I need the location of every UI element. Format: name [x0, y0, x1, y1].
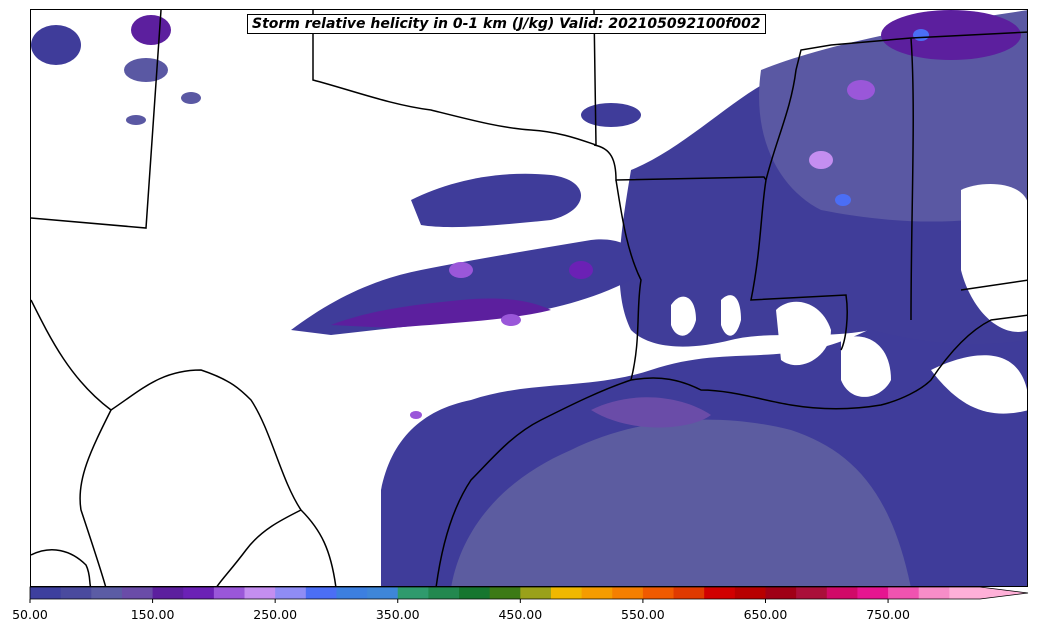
cell-5 [847, 80, 875, 100]
texas-band [291, 239, 639, 335]
map-title: Storm relative helicity in 0-1 km (J/kg)… [247, 14, 766, 34]
colorbar-segment [857, 587, 889, 599]
colorbar-segment [305, 587, 337, 599]
texas-panhandle-border [31, 10, 162, 229]
cell-3 [569, 261, 593, 279]
colorbar-segment [367, 587, 399, 599]
colorbar-segment [60, 587, 92, 599]
gap-8 [551, 336, 582, 383]
colorbar-segment [30, 587, 62, 599]
colorbar-segment [213, 587, 246, 599]
cell-8 [410, 411, 422, 419]
louisiana-west-border [615, 179, 642, 381]
colorbar-segment [520, 587, 552, 599]
gulf-inner-field [451, 419, 911, 586]
colorbar-segment [91, 587, 123, 599]
colorbar-segment [428, 587, 460, 599]
colorbar-tick-label: 450.00 [498, 607, 543, 622]
mississippi-river-border [765, 31, 1027, 181]
mexico-state-border [79, 409, 112, 586]
cell-7 [835, 194, 851, 206]
colorbar-segment [734, 587, 766, 599]
colorbar-segment [550, 587, 583, 599]
mexico-coast-lower [31, 549, 92, 586]
red-river-border [312, 10, 597, 147]
map-panel [30, 9, 1028, 587]
colorbar-segment [826, 587, 858, 599]
colorbar-segment [152, 587, 184, 599]
colorbar-segment [673, 587, 705, 599]
colorbar-segment [121, 587, 154, 599]
colorbar-tick-label: 550.00 [621, 607, 665, 622]
rio-grande-border [31, 299, 337, 586]
gap-1 [671, 296, 696, 336]
ms-al-border [910, 37, 914, 321]
colorbar-segment [459, 587, 491, 599]
colorbar-segment [888, 587, 920, 599]
colorbar-tick-label: 50.00 [12, 607, 48, 622]
colorbar-tick-label: 250.00 [253, 607, 298, 622]
cell-2 [501, 314, 521, 326]
colorbar-segment [796, 587, 828, 599]
gap-4 [841, 336, 891, 397]
top-left-patch-1 [31, 25, 81, 65]
colorbar-segment [275, 587, 307, 599]
colorbar-outline [29, 586, 1029, 600]
colorbar-segment [397, 587, 429, 599]
colorbar-extend-arrow [980, 587, 1028, 599]
top-left-patch-2 [131, 15, 171, 45]
colorbar-segment [489, 587, 521, 599]
colorbar-segment [612, 587, 644, 599]
colorbar-segment [244, 587, 276, 599]
colorbar-segment [949, 587, 981, 599]
gulf-core [591, 397, 711, 428]
colorbar-tick-label: 350.00 [375, 607, 420, 622]
mexico-state-border-2 [216, 509, 302, 586]
al-fl-border [960, 279, 1027, 291]
colorbar-segment [336, 587, 368, 599]
colorbar-tick-label: 650.00 [743, 607, 788, 622]
cell-1 [449, 262, 473, 278]
north-patch [411, 173, 581, 228]
helicity-fill-layer [31, 10, 1027, 586]
gap-2 [721, 295, 741, 336]
cell-6 [913, 29, 929, 41]
map-borders [31, 10, 1027, 586]
top-left-patch-5 [126, 115, 146, 125]
colorbar-segment [183, 587, 215, 599]
colorbar-segment [704, 587, 736, 599]
colorbar-segment [918, 587, 950, 599]
colorbar-segment [581, 587, 613, 599]
texas-coastline [435, 379, 632, 586]
gap-3 [776, 301, 831, 366]
colorbar-segment [765, 587, 797, 599]
colorbar-tick-label: 750.00 [866, 607, 910, 622]
top-left-patch-3 [124, 58, 168, 82]
cell-4 [809, 151, 833, 169]
north-east-field [759, 10, 1027, 222]
colorbar-segment [642, 587, 675, 599]
gulf-coastline [630, 314, 1027, 410]
colorbar [29, 586, 1029, 603]
texas-band-core [331, 298, 551, 328]
gap-6 [931, 355, 1027, 414]
helicity-map [31, 10, 1027, 586]
ms-la-border [750, 179, 848, 351]
gap-5 [961, 184, 1027, 332]
colorbar-tick-label: 150.00 [130, 607, 175, 622]
gap-7 [501, 326, 534, 383]
top-left-patch-4 [181, 92, 201, 104]
top-right-patch [881, 10, 1021, 60]
oklahoma-patch [581, 103, 641, 127]
